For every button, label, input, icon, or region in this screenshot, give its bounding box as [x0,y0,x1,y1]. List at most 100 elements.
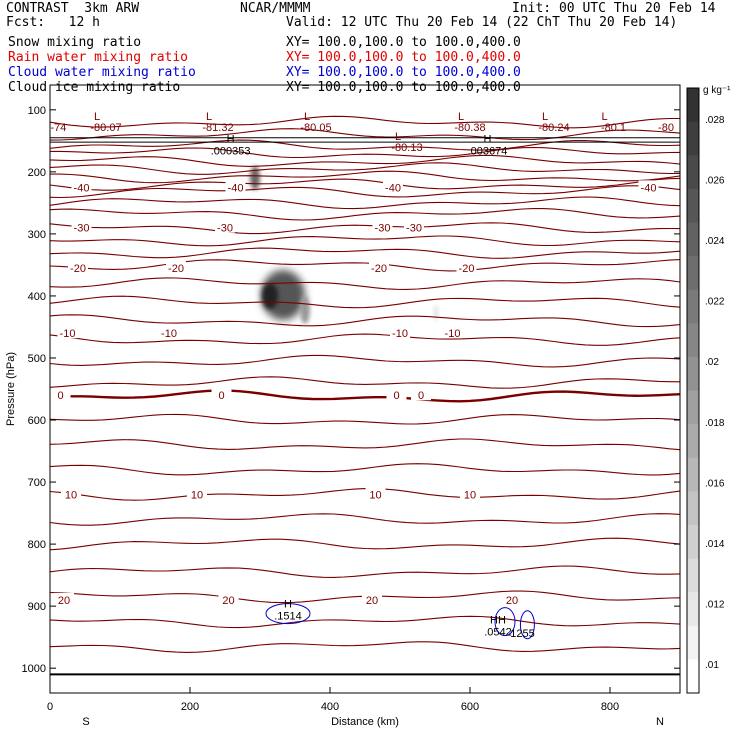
contour-label-bg [187,487,207,500]
colorbar-swatch [687,155,699,190]
colorbar-swatch [687,323,699,358]
temperature-contour [49,295,681,309]
tropopause-min-label: -81.32 [202,122,233,134]
x-tick-label: 600 [461,701,479,713]
temperature-contour-label: -20 [459,263,475,275]
x-tick-label: 800 [601,701,619,713]
colorbar-tick-label: .01 [705,660,719,671]
colorbar-swatch [687,188,699,223]
y-tick-label: 100 [28,105,46,117]
temperature-contour [49,354,681,368]
high-value-label: 1255 [510,628,534,640]
colorbar-swatch [687,491,699,526]
contour-label-bg [369,261,389,274]
y-tick-label: 1000 [22,663,46,675]
temperature-contour [49,641,681,653]
field-rain-xy: XY= 100.0,100.0 to 100.0,400.0 [286,50,521,65]
tropopause-min-label: -80.05 [300,122,331,134]
low-marker: L [395,131,401,143]
high-value-label: .1514 [274,611,302,623]
temperature-contour-label: 10 [369,489,381,501]
cloud-water-contour [519,610,535,640]
y-tick-label: 900 [28,601,46,613]
field-snow-label: Snow mixing ratio [8,35,142,50]
snow-shading [250,166,438,324]
temperature-contour-label: -40 [228,182,244,194]
contour-label-bg [71,220,92,233]
colorbar-swatch [687,222,699,257]
valid-time: Valid: 12 UTC Thu 20 Feb 14 (22 ChT Thu … [286,15,678,30]
high-value-label: .003674 [468,145,508,157]
y-tick-label: 400 [28,291,46,303]
colorbar-swatch [687,289,699,324]
temperature-contour [49,185,681,199]
temperature-contour-label: 10 [464,489,476,501]
temperature-contour-label: 0 [57,390,63,402]
colorbar-tick-label: .016 [705,478,725,489]
temperature-contour [49,314,681,328]
temperature-contour [49,177,681,191]
contour-label-bg [404,220,424,233]
temperature-contour-label: 0 [218,390,224,402]
low-marker: L [602,111,608,123]
temperature-contour-label: -40 [385,182,401,194]
field-cloudice-xy: XY= 100.0,100.0 to 100.0,400.0 [286,80,521,95]
colorbar-frame [686,87,700,694]
low-marker: L [206,111,212,123]
temperature-contour [49,222,681,235]
temperature-contour [49,139,681,151]
colorbar-swatch [687,659,699,694]
contour-label-bg [362,592,382,605]
colorbar-tick-label: .02 [705,357,719,368]
colorbar-tick-label: .028 [705,115,725,126]
y-tick-label: 500 [28,353,46,365]
temperature-contour-label: -10 [60,328,76,340]
temperature-contour-label: 20 [366,595,378,607]
x-tick-label: 400 [321,701,339,713]
tropopause-min-label: -80 [658,122,674,134]
high-value-label: .0542 [484,627,512,639]
cloud-water-contour [494,607,516,637]
x-tick-label: 200 [181,701,199,713]
snow-patch-trail [300,296,310,324]
x-tick-label: 0 [47,701,53,713]
temperature-contour-label: 10 [191,489,203,501]
temperature-contour [49,115,680,129]
tropopause-min-label: -80.24 [538,122,569,134]
center-title: NCAR/MMMM [240,1,311,16]
temperature-contour [49,154,681,167]
colorbar-swatch [687,457,699,492]
temperature-contour-label: 20 [222,595,234,607]
temperature-contour-label: -30 [74,223,90,235]
high-marker: HH [490,615,506,627]
colorbar-swatch [687,424,699,459]
colorbar-tick-label: .024 [705,236,725,247]
low-marker: L [458,111,464,123]
temperature-contour-label: -40 [74,182,90,194]
temperature-contour [49,413,681,425]
temperature-contour [49,537,681,551]
temperature-contour [49,376,681,389]
temperature-contour [50,146,681,159]
temperature-contour [49,277,681,290]
field-cloudice-label: Cloud ice mixing ratio [8,80,181,95]
y-tick-label: 600 [28,415,46,427]
high-value-label: .000353 [211,145,251,157]
y-axis-label: Pressure (hPa) [5,352,17,426]
temperature-contour [49,488,681,501]
colorbar-swatch [687,524,699,560]
model-title: CONTRAST 3km ARW [6,1,140,16]
contour-label-bg [57,326,78,339]
tropopause-min-label: -80.38 [454,122,485,134]
tropopause-min-label: -80.07 [90,122,121,134]
temperature-contour [49,208,681,221]
temperature-contour [49,162,680,175]
temperature-contour-label: -30 [217,223,233,235]
high-marker: H [484,133,492,145]
contour-label-bg [456,261,477,274]
contour-label-bg [460,487,480,500]
temperature-contour [50,170,681,184]
temperature-contour-label: 0 [393,390,399,402]
high-marker: H [227,133,235,145]
low-marker: L [542,111,548,123]
